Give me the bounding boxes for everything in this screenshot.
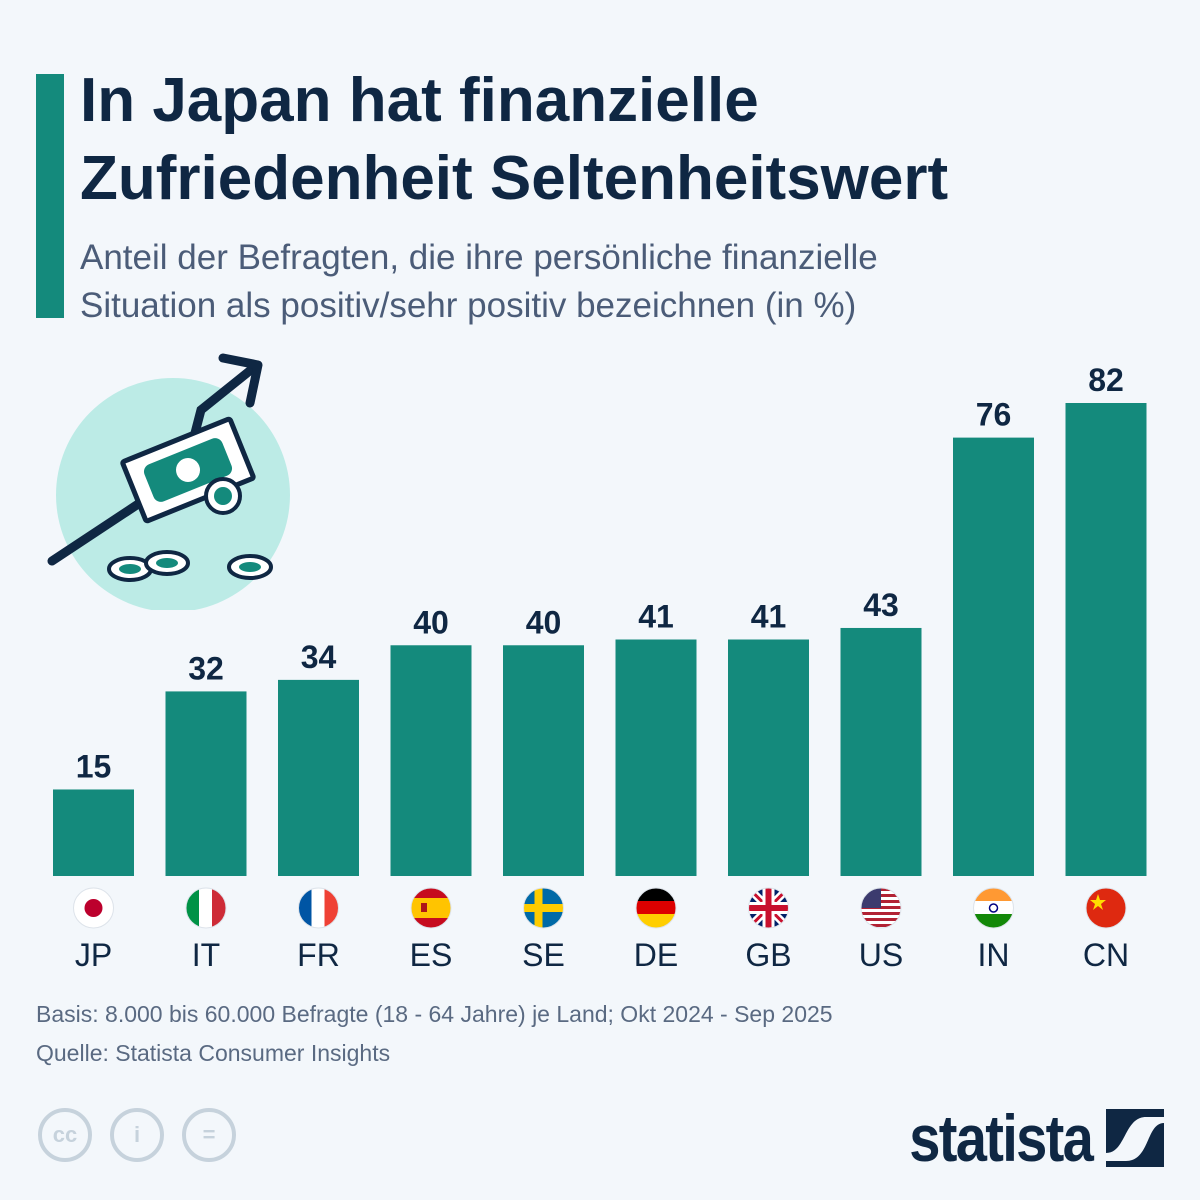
data-label-fr: 34 (301, 639, 337, 675)
flag-gb-icon (748, 888, 789, 928)
data-label-cn: 82 (1088, 362, 1124, 398)
x-tick-label-cn: CN (1083, 937, 1129, 973)
statista-logo-icon (1106, 1109, 1164, 1167)
bar-gb (728, 639, 809, 876)
data-label-se: 40 (526, 604, 562, 640)
attribution-icon[interactable]: i (110, 1108, 164, 1162)
x-tick-label-us: US (859, 937, 903, 973)
bar-chart: 15 JP 32 IT 34 FR 40 ES 40 SE 41 DE 41 GB 43 US 76 IN 82 CN (53, 362, 1147, 973)
flag-border (298, 887, 339, 929)
footer-basis: Basis: 8.000 bis 60.000 Befragte (18 - 6… (36, 1001, 833, 1027)
x-tick-label-fr: FR (297, 937, 340, 973)
flag-border (410, 887, 452, 929)
flag-cn-icon (1086, 888, 1126, 928)
data-label-de: 41 (638, 599, 674, 635)
flag-border (523, 887, 564, 929)
money-growth-illustration (47, 353, 290, 610)
flag-fr-icon (298, 888, 339, 928)
data-label-gb: 41 (751, 599, 787, 635)
page-title: In Japan hat finanzielle Zufriedenheit Se… (80, 66, 949, 213)
data-label-jp: 15 (76, 748, 112, 784)
data-label-us: 43 (863, 587, 899, 623)
flag-in-icon (973, 888, 1014, 928)
flag-border (748, 887, 789, 929)
flag-border (635, 887, 677, 929)
bar-cn (1065, 403, 1147, 876)
bar-it (165, 691, 247, 876)
x-tick-label-jp: JP (75, 937, 112, 973)
bar-in (953, 437, 1034, 876)
flag-border (185, 887, 227, 929)
flag-jp-icon (73, 888, 114, 928)
chart-subtitle: Anteil der Befragten, die ihre persönlic… (80, 238, 878, 325)
title-accent-bar (36, 74, 64, 318)
flag-es-icon (411, 888, 451, 928)
x-tick-label-gb: GB (745, 937, 791, 973)
flag-de-icon (636, 888, 676, 928)
data-label-in: 76 (976, 397, 1012, 433)
x-tick-label-se: SE (522, 937, 565, 973)
x-tick-label-es: ES (410, 937, 453, 973)
data-label-it: 32 (188, 650, 224, 686)
cc-license-icon[interactable]: cc (38, 1108, 92, 1162)
flag-border (1085, 887, 1127, 929)
data-label-es: 40 (413, 604, 449, 640)
bar-jp (53, 789, 134, 876)
bar-us (840, 627, 922, 876)
bar-es (390, 645, 472, 876)
flag-border (973, 887, 1014, 929)
footer-source: Quelle: Statista Consumer Insights (36, 1040, 391, 1066)
x-tick-label-it: IT (192, 937, 220, 973)
statista-logo[interactable]: statista (877, 1100, 1164, 1176)
flag-border (73, 887, 114, 929)
flag-se-icon (523, 888, 564, 928)
bar-fr (278, 679, 359, 876)
flag-it-icon (186, 888, 226, 928)
no-derivatives-icon[interactable]: = (182, 1108, 236, 1162)
x-tick-label-de: DE (634, 937, 678, 973)
x-tick-label-in: IN (978, 937, 1010, 973)
bar-de (615, 639, 697, 876)
flag-border (860, 887, 902, 929)
bar-se (503, 645, 584, 876)
